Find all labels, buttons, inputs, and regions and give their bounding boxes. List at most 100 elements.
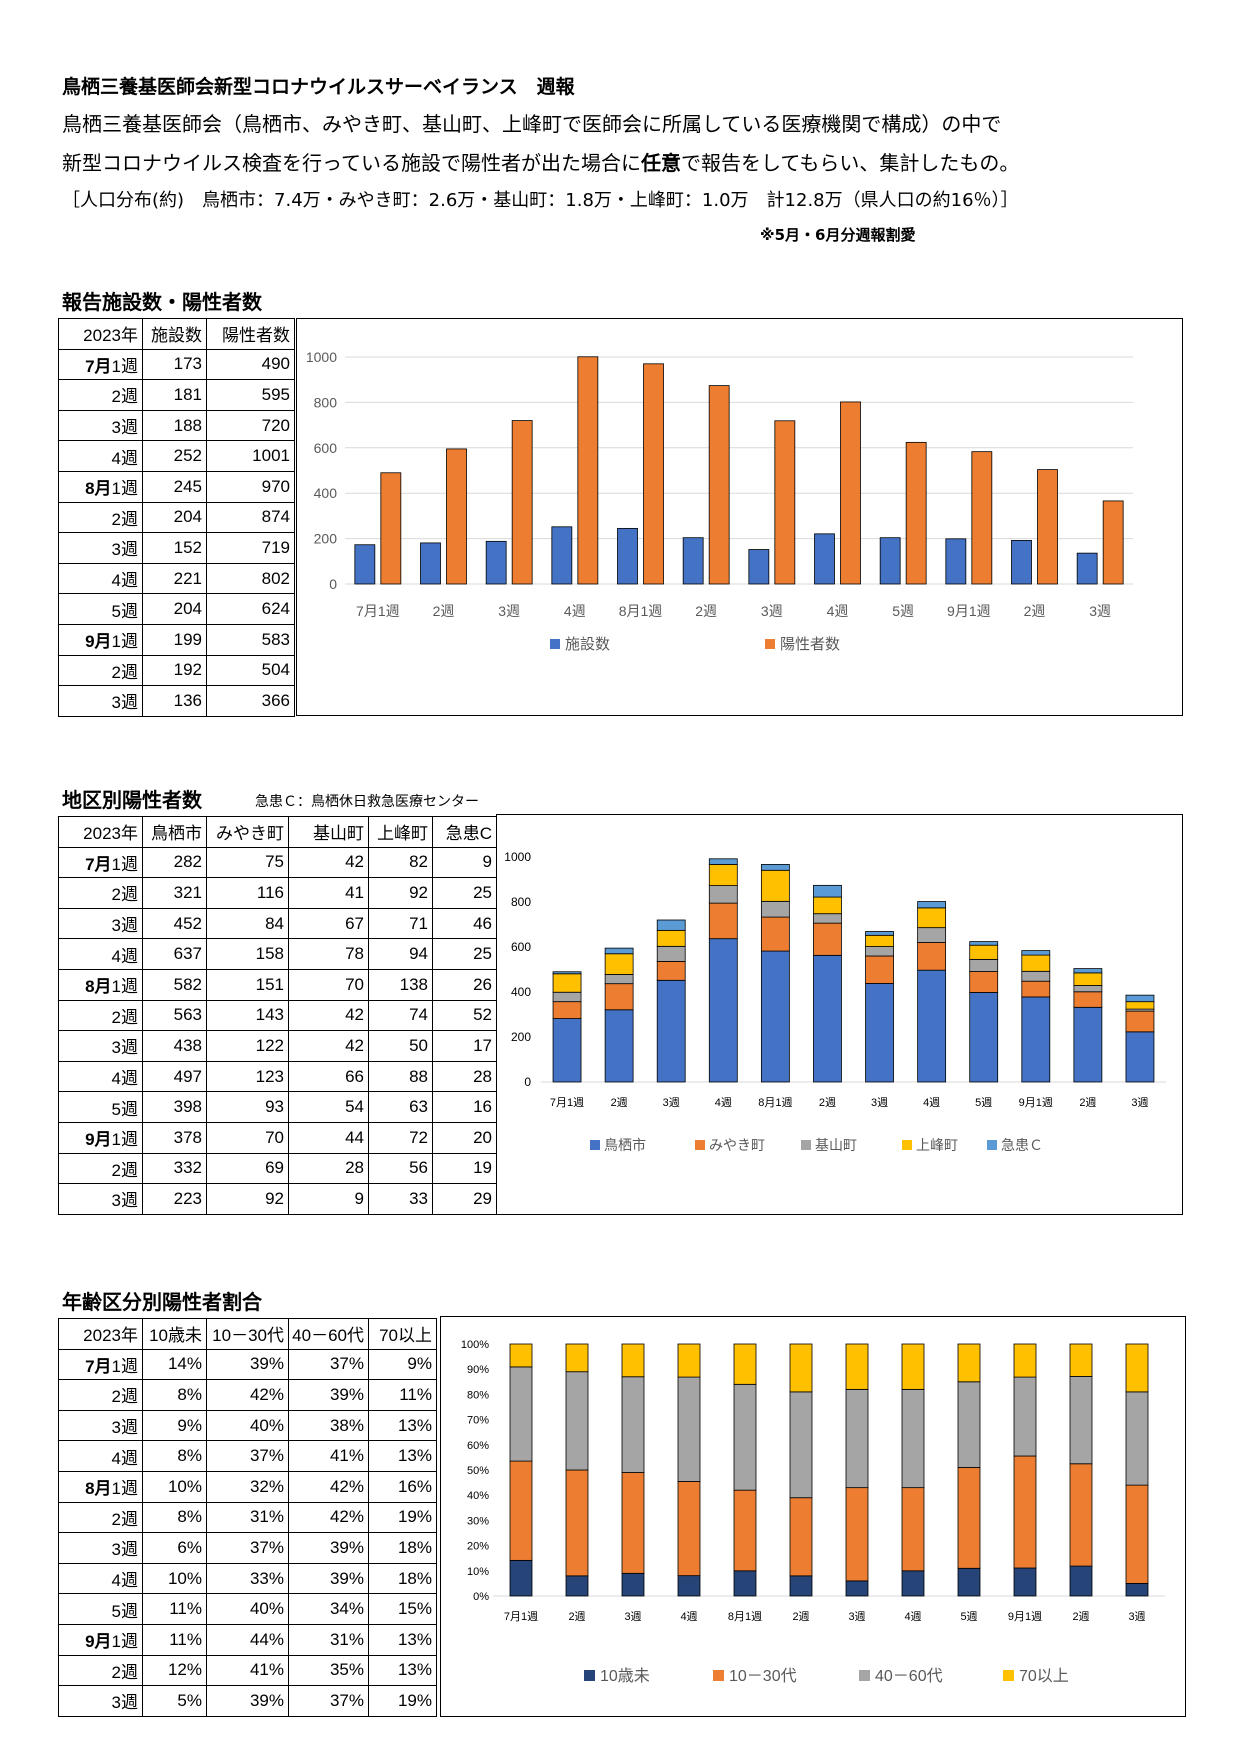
stack-segment [1069, 1565, 1093, 1597]
bar-facilities [748, 549, 770, 585]
districts-table-value-cell: 17 [432, 1030, 497, 1062]
age-table-value-cell: 40% [206, 1593, 289, 1625]
facilities-table-week-cell: 9月1週 [58, 623, 143, 656]
stack-segment [1013, 1455, 1037, 1569]
age-chart-svg: 0% 10% 20% 30% 40% 50% 60% 70% 80% 90% 100% 7月1週 2週 3… [461, 1339, 1165, 1685]
y-tick-label: 10% [467, 1566, 489, 1578]
stack-segment [509, 1343, 533, 1368]
y-tick-label: 80% [467, 1389, 489, 1401]
table-row: 2週 563 143 42 74 52 [58, 999, 497, 1032]
stack-segment [957, 1381, 981, 1468]
x-tick-label: 7月1週 [504, 1610, 538, 1623]
table-row: 3週 5% 39% 37% 19% [58, 1685, 437, 1717]
x-tick-label: 9月1週 [1019, 1096, 1053, 1109]
districts-table-value-cell: 9 [432, 846, 497, 879]
districts-table-week-cell: 2週 [58, 877, 143, 909]
week-number-label: 1週 [111, 977, 138, 997]
stack-segment [565, 1343, 589, 1373]
legend-label: 急患Ｃ [1001, 1137, 1043, 1153]
stack-segment [845, 1487, 869, 1582]
week-number-label: 2週 [111, 1160, 138, 1180]
stack-segment [604, 974, 634, 985]
age-table-value-cell: 18% [368, 1562, 437, 1595]
y-tick-label: 60% [467, 1440, 489, 1452]
bar-facilities [682, 537, 704, 585]
districts-table-value-cell: 54 [288, 1091, 369, 1123]
stack-segment [865, 983, 894, 1083]
districts-table-week-cell: 3週 [58, 1183, 143, 1215]
age-table-value-cell: 12% [142, 1654, 207, 1687]
legend-label: 40－60代 [875, 1667, 943, 1685]
stack-segment [845, 1343, 869, 1390]
age-table-value-cell: 11% [142, 1623, 207, 1656]
stack-segment [813, 922, 842, 956]
legend-swatch [902, 1140, 912, 1150]
y-tick-label: 100% [461, 1339, 489, 1351]
stack-segment [552, 973, 582, 993]
description-line-2: 新型コロナウイルス検査を行っている施設で陽性者が出た場合に任意で報告をしてもらい… [62, 147, 1019, 176]
stack-segment [708, 858, 738, 865]
legend-swatch [590, 1140, 600, 1150]
districts-table-value-cell: 42 [288, 846, 369, 879]
age-table-value-cell: 41% [288, 1440, 369, 1472]
legend-label: 施設数 [565, 636, 610, 653]
districts-table-value-cell: 42 [288, 999, 369, 1032]
legend-label: みやき町 [709, 1137, 765, 1153]
x-tick-label: 5週 [892, 603, 914, 619]
age-table-value-cell: 39% [206, 1348, 289, 1381]
bar-positives [905, 441, 927, 585]
age-table-value-cell: 39% [288, 1379, 369, 1411]
x-tick-label: 5週 [960, 1610, 977, 1623]
stack-segment [509, 1366, 533, 1462]
age-table-value-cell: 13% [368, 1440, 437, 1472]
districts-table-value-cell: 70 [206, 1121, 289, 1154]
stack-segment [760, 950, 790, 1083]
description-line-2-pre: 新型コロナウイルス検査を行っている施設で陽性者が出た場合に [62, 151, 641, 175]
table-row: 3週 223 92 9 33 29 [58, 1183, 497, 1215]
table-row: 2週 12% 41% 35% 13% [58, 1654, 437, 1687]
stack-segment [677, 1575, 701, 1597]
table-row: 3週 188 720 [58, 409, 295, 442]
x-tick-label: 4週 [827, 603, 849, 619]
facilities-table-value-cell: 221 [142, 562, 207, 595]
age-table-value-cell: 37% [288, 1685, 369, 1717]
x-tick-label: 7月1週 [550, 1096, 584, 1109]
population-note: ［人口分布(約) 鳥栖市：7.4万・みやき町：2.6万・基山町：1.8万・上峰町… [62, 190, 1019, 211]
bar-facilities [1011, 540, 1032, 585]
stack-segment [865, 934, 894, 947]
table-row: 4週 497 123 66 88 28 [58, 1060, 497, 1093]
stack-segment [789, 1343, 813, 1393]
districts-table-value-cell: 282 [142, 846, 207, 879]
districts-table-week-cell: 5週 [58, 1091, 143, 1123]
districts-table-value-cell: 332 [142, 1152, 207, 1185]
stack-segment [845, 1388, 869, 1489]
stack-segment [1021, 970, 1051, 982]
stack-segment [656, 945, 686, 962]
districts-table-value-cell: 69 [206, 1152, 289, 1185]
districts-table-week-cell: 4週 [58, 938, 143, 970]
y-tick-label: 20% [467, 1541, 489, 1553]
stack-segment [760, 864, 790, 871]
stack-segment [789, 1391, 813, 1499]
stack-segment [1069, 1376, 1093, 1465]
legend-swatch [695, 1140, 705, 1150]
age-table-value-cell: 10% [142, 1470, 207, 1503]
week-month-label: 7月 [85, 356, 112, 376]
age-table-week-cell: 2週 [58, 1379, 143, 1411]
x-tick-label: 3週 [498, 603, 520, 619]
week-month-label: 7月 [85, 1356, 112, 1376]
table-row: 2週 8% 31% 42% 19% [58, 1501, 437, 1534]
week-number-label: 1週 [111, 632, 138, 652]
age-table-value-cell: 8% [142, 1440, 207, 1472]
facilities-table-header-cell: 施設数 [142, 318, 207, 350]
districts-table-value-cell: 398 [142, 1091, 207, 1123]
bar-positives [446, 448, 467, 585]
week-number-label: 3週 [111, 693, 138, 713]
table-row: 7月1週 173 490 [58, 348, 295, 381]
districts-table-value-cell: 72 [368, 1121, 433, 1154]
districts-table-week-cell: 9月1週 [58, 1121, 143, 1154]
age-table-header-cell: 40－60代 [288, 1318, 369, 1350]
legend-label: 鳥栖市 [604, 1137, 646, 1153]
age-table-value-cell: 39% [288, 1532, 369, 1564]
legend-label: 10歳未 [600, 1667, 650, 1685]
